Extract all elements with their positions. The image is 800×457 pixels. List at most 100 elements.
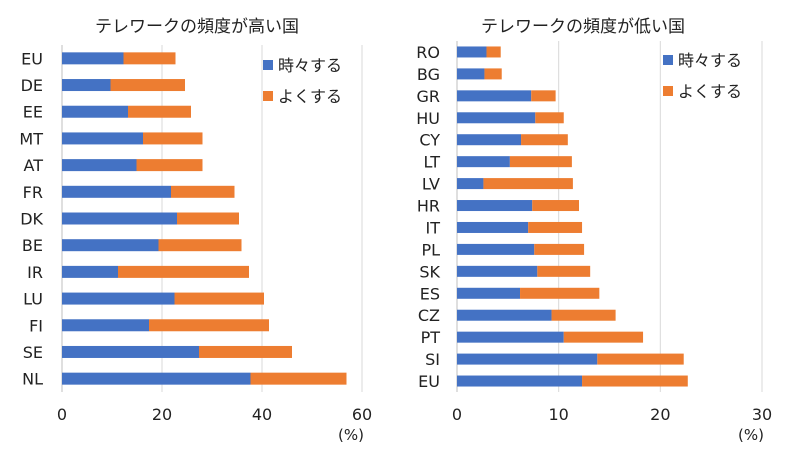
x-tick-label: 0 bbox=[57, 405, 67, 424]
bar-series1-lt bbox=[457, 156, 510, 168]
category-label: FI bbox=[29, 316, 43, 335]
chart-1: テレワークの頻度が高い国 EU DE EE MT AT FR DK BE IR LU FI SE NL 0 2… bbox=[19, 17, 372, 444]
bar-series1-fr bbox=[62, 185, 171, 198]
bar-series1-it bbox=[457, 221, 529, 233]
bar-series2-pl bbox=[534, 243, 585, 255]
x-unit-label: (%) bbox=[338, 426, 364, 444]
category-label: AT bbox=[24, 156, 44, 175]
category-label: NL bbox=[22, 370, 43, 389]
bar-series2-fr bbox=[171, 185, 235, 198]
category-label: BG bbox=[417, 65, 440, 84]
bar-series2-dk bbox=[177, 212, 239, 225]
bar-series2-lu bbox=[174, 292, 264, 305]
bar-series2-it bbox=[528, 221, 583, 233]
category-label: PL bbox=[421, 240, 440, 259]
bar-series1-lu bbox=[62, 292, 175, 305]
category-label: SI bbox=[425, 350, 440, 369]
legend-swatch-1 bbox=[263, 60, 273, 70]
bar-series2-nl bbox=[250, 372, 347, 385]
category-label: DK bbox=[20, 210, 43, 229]
bar-series1-gr bbox=[457, 90, 532, 102]
bar-series2-be bbox=[158, 239, 242, 252]
category-label: EU bbox=[418, 372, 440, 391]
bar-series1-fi bbox=[62, 319, 149, 332]
category-label: HR bbox=[417, 197, 440, 216]
bar-series1-ir bbox=[62, 265, 118, 278]
bar-series2-ir bbox=[118, 265, 249, 278]
legend-swatch-1 bbox=[663, 55, 673, 65]
legend-swatch-2 bbox=[663, 86, 673, 96]
bar-series1-eu bbox=[62, 52, 124, 65]
x-tick-label: 30 bbox=[752, 405, 772, 424]
bar-series2-sk bbox=[537, 265, 591, 277]
bar-series1-cy bbox=[457, 134, 522, 146]
bar-series1-es bbox=[457, 287, 521, 299]
chart-2: テレワークの頻度が低い国 RO BG GR HU CY LT LV HR IT PL SK ES CZ PT… bbox=[416, 17, 772, 444]
category-label: SE bbox=[23, 343, 43, 362]
bar-series2-bg bbox=[484, 68, 502, 80]
category-label: IT bbox=[426, 218, 441, 237]
category-label: PT bbox=[421, 328, 441, 347]
category-label: CY bbox=[419, 131, 440, 150]
bar-series2-hr bbox=[532, 200, 579, 212]
bar-series2-gr bbox=[531, 90, 556, 102]
bar-series2-cz bbox=[551, 309, 616, 321]
category-label: LV bbox=[422, 175, 440, 194]
bar-series1-se bbox=[62, 345, 199, 358]
bar-series2-es bbox=[520, 287, 600, 299]
bar-series1-hu bbox=[457, 112, 536, 124]
bar-series1-si bbox=[457, 353, 598, 365]
bar-series2-eu bbox=[123, 52, 176, 65]
legend-label-1: 時々する bbox=[678, 51, 742, 70]
bar-series2-si bbox=[597, 353, 684, 365]
category-label: MT bbox=[19, 129, 43, 148]
bar-series1-ro bbox=[457, 46, 487, 58]
bar-series1-cz bbox=[457, 309, 552, 321]
bar-series2-fi bbox=[149, 319, 269, 332]
bar-series2-lt bbox=[509, 156, 572, 168]
bar-series1-sk bbox=[457, 265, 538, 277]
x-tick-label: 10 bbox=[548, 405, 568, 424]
bar-series1-lv bbox=[457, 178, 484, 190]
chart-title: テレワークの頻度が低い国 bbox=[481, 17, 685, 37]
legend-swatch-2 bbox=[263, 91, 273, 101]
x-tick-label: 20 bbox=[650, 405, 670, 424]
bar-series1-de bbox=[62, 79, 111, 92]
category-label: LT bbox=[424, 153, 441, 172]
bar-series2-cy bbox=[521, 134, 568, 146]
bar-series1-eu bbox=[457, 375, 583, 387]
bar-series2-mt bbox=[143, 132, 203, 145]
bar-series1-hr bbox=[457, 200, 533, 212]
bar-series2-at bbox=[136, 159, 203, 172]
x-unit-label: (%) bbox=[738, 426, 764, 444]
x-tick-label: 20 bbox=[152, 405, 172, 424]
chart-title: テレワークの頻度が高い国 bbox=[95, 17, 299, 37]
legend-label-2: よくする bbox=[678, 82, 742, 101]
x-tick-label: 60 bbox=[352, 405, 372, 424]
category-label: ES bbox=[420, 284, 440, 303]
category-label: GR bbox=[416, 87, 440, 106]
category-label: IR bbox=[27, 263, 43, 282]
bar-series1-nl bbox=[62, 372, 251, 385]
x-tick-label: 40 bbox=[252, 405, 272, 424]
x-tick-label: 0 bbox=[452, 405, 462, 424]
legend-label-2: よくする bbox=[278, 87, 342, 106]
bar-series2-hu bbox=[535, 112, 564, 124]
category-label: EU bbox=[21, 49, 43, 68]
legend-label-1: 時々する bbox=[278, 56, 342, 75]
category-label: RO bbox=[416, 43, 440, 62]
category-label: EE bbox=[23, 103, 43, 122]
bar-series1-mt bbox=[62, 132, 143, 145]
bar-series2-lv bbox=[483, 178, 573, 190]
bar-series1-pl bbox=[457, 243, 535, 255]
bar-series2-pt bbox=[563, 331, 644, 343]
bar-series1-bg bbox=[457, 68, 485, 80]
bar-series1-dk bbox=[62, 212, 177, 225]
category-label: HU bbox=[416, 109, 440, 128]
bar-series2-ro bbox=[486, 46, 501, 58]
bar-series2-de bbox=[110, 79, 185, 92]
category-label: BE bbox=[22, 236, 43, 255]
category-label: CZ bbox=[418, 306, 440, 325]
category-label: SK bbox=[419, 262, 440, 281]
